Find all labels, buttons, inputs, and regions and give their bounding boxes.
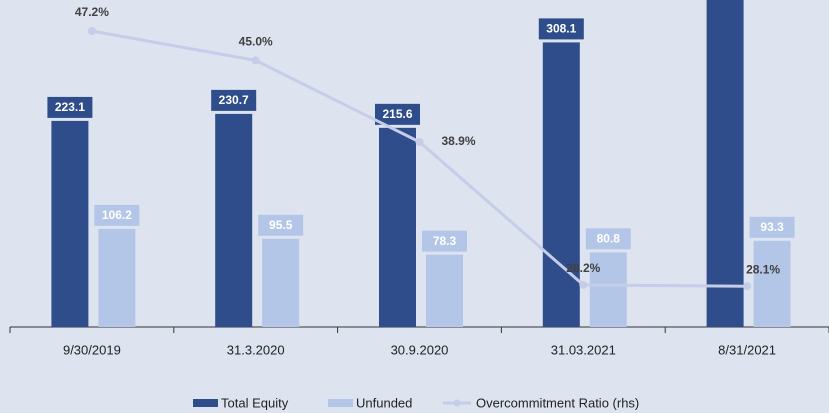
legend-marker	[453, 399, 461, 407]
legend-label: Overcommitment Ratio (rhs)	[476, 395, 639, 410]
value-label-box	[585, 228, 631, 250]
value-label-box	[749, 216, 795, 238]
ratio-point	[251, 56, 260, 65]
bar	[98, 228, 136, 327]
ratio-label: 38.9%	[442, 134, 476, 148]
ratio-line	[91, 29, 748, 288]
value-label: 93.3	[760, 220, 784, 234]
value-label: 223.1	[55, 100, 85, 114]
value-label: 95.5	[269, 218, 293, 232]
x-tick-label: 8/31/2021	[718, 342, 776, 357]
x-tick-label: 9/30/2019	[63, 342, 121, 357]
value-label-box	[258, 214, 304, 236]
legend-label: Unfunded	[356, 395, 412, 410]
bar	[426, 254, 463, 327]
bar	[262, 238, 300, 327]
x-tick-label: 31.3.2020	[227, 342, 285, 357]
ratio-label: 45.0%	[239, 35, 273, 49]
bar	[379, 127, 416, 327]
legend-swatch	[328, 399, 353, 407]
ratio-label: 28.1%	[746, 262, 780, 276]
bar	[753, 240, 791, 327]
legend-label: Total Equity	[221, 395, 289, 410]
ratio-label: 28.2%	[566, 261, 600, 275]
value-label-box	[538, 18, 584, 40]
value-label: 215.6	[382, 107, 412, 121]
value-label-box	[94, 204, 140, 226]
value-label-box	[375, 103, 420, 125]
bar	[706, 0, 744, 327]
value-label-box	[422, 230, 467, 252]
bar	[542, 42, 580, 328]
legend-swatch	[193, 399, 218, 407]
ratio-point	[87, 27, 96, 36]
bar	[589, 252, 627, 327]
ratio-point	[743, 282, 752, 291]
value-label-box	[47, 96, 93, 118]
bar	[215, 113, 253, 328]
ratio-point	[579, 280, 588, 289]
value-label-box	[211, 89, 257, 111]
value-label: 230.7	[219, 93, 249, 107]
ratio-label: 47.2%	[75, 5, 109, 19]
bar	[51, 120, 89, 327]
x-tick-label: 30.9.2020	[391, 342, 449, 357]
x-tick-label: 31.03.2021	[551, 342, 616, 357]
value-label: 106.2	[102, 208, 132, 222]
ratio-point	[415, 137, 424, 146]
value-label: 78.3	[433, 234, 457, 248]
value-label: 308.1	[546, 22, 576, 36]
value-label: 80.8	[597, 232, 621, 246]
